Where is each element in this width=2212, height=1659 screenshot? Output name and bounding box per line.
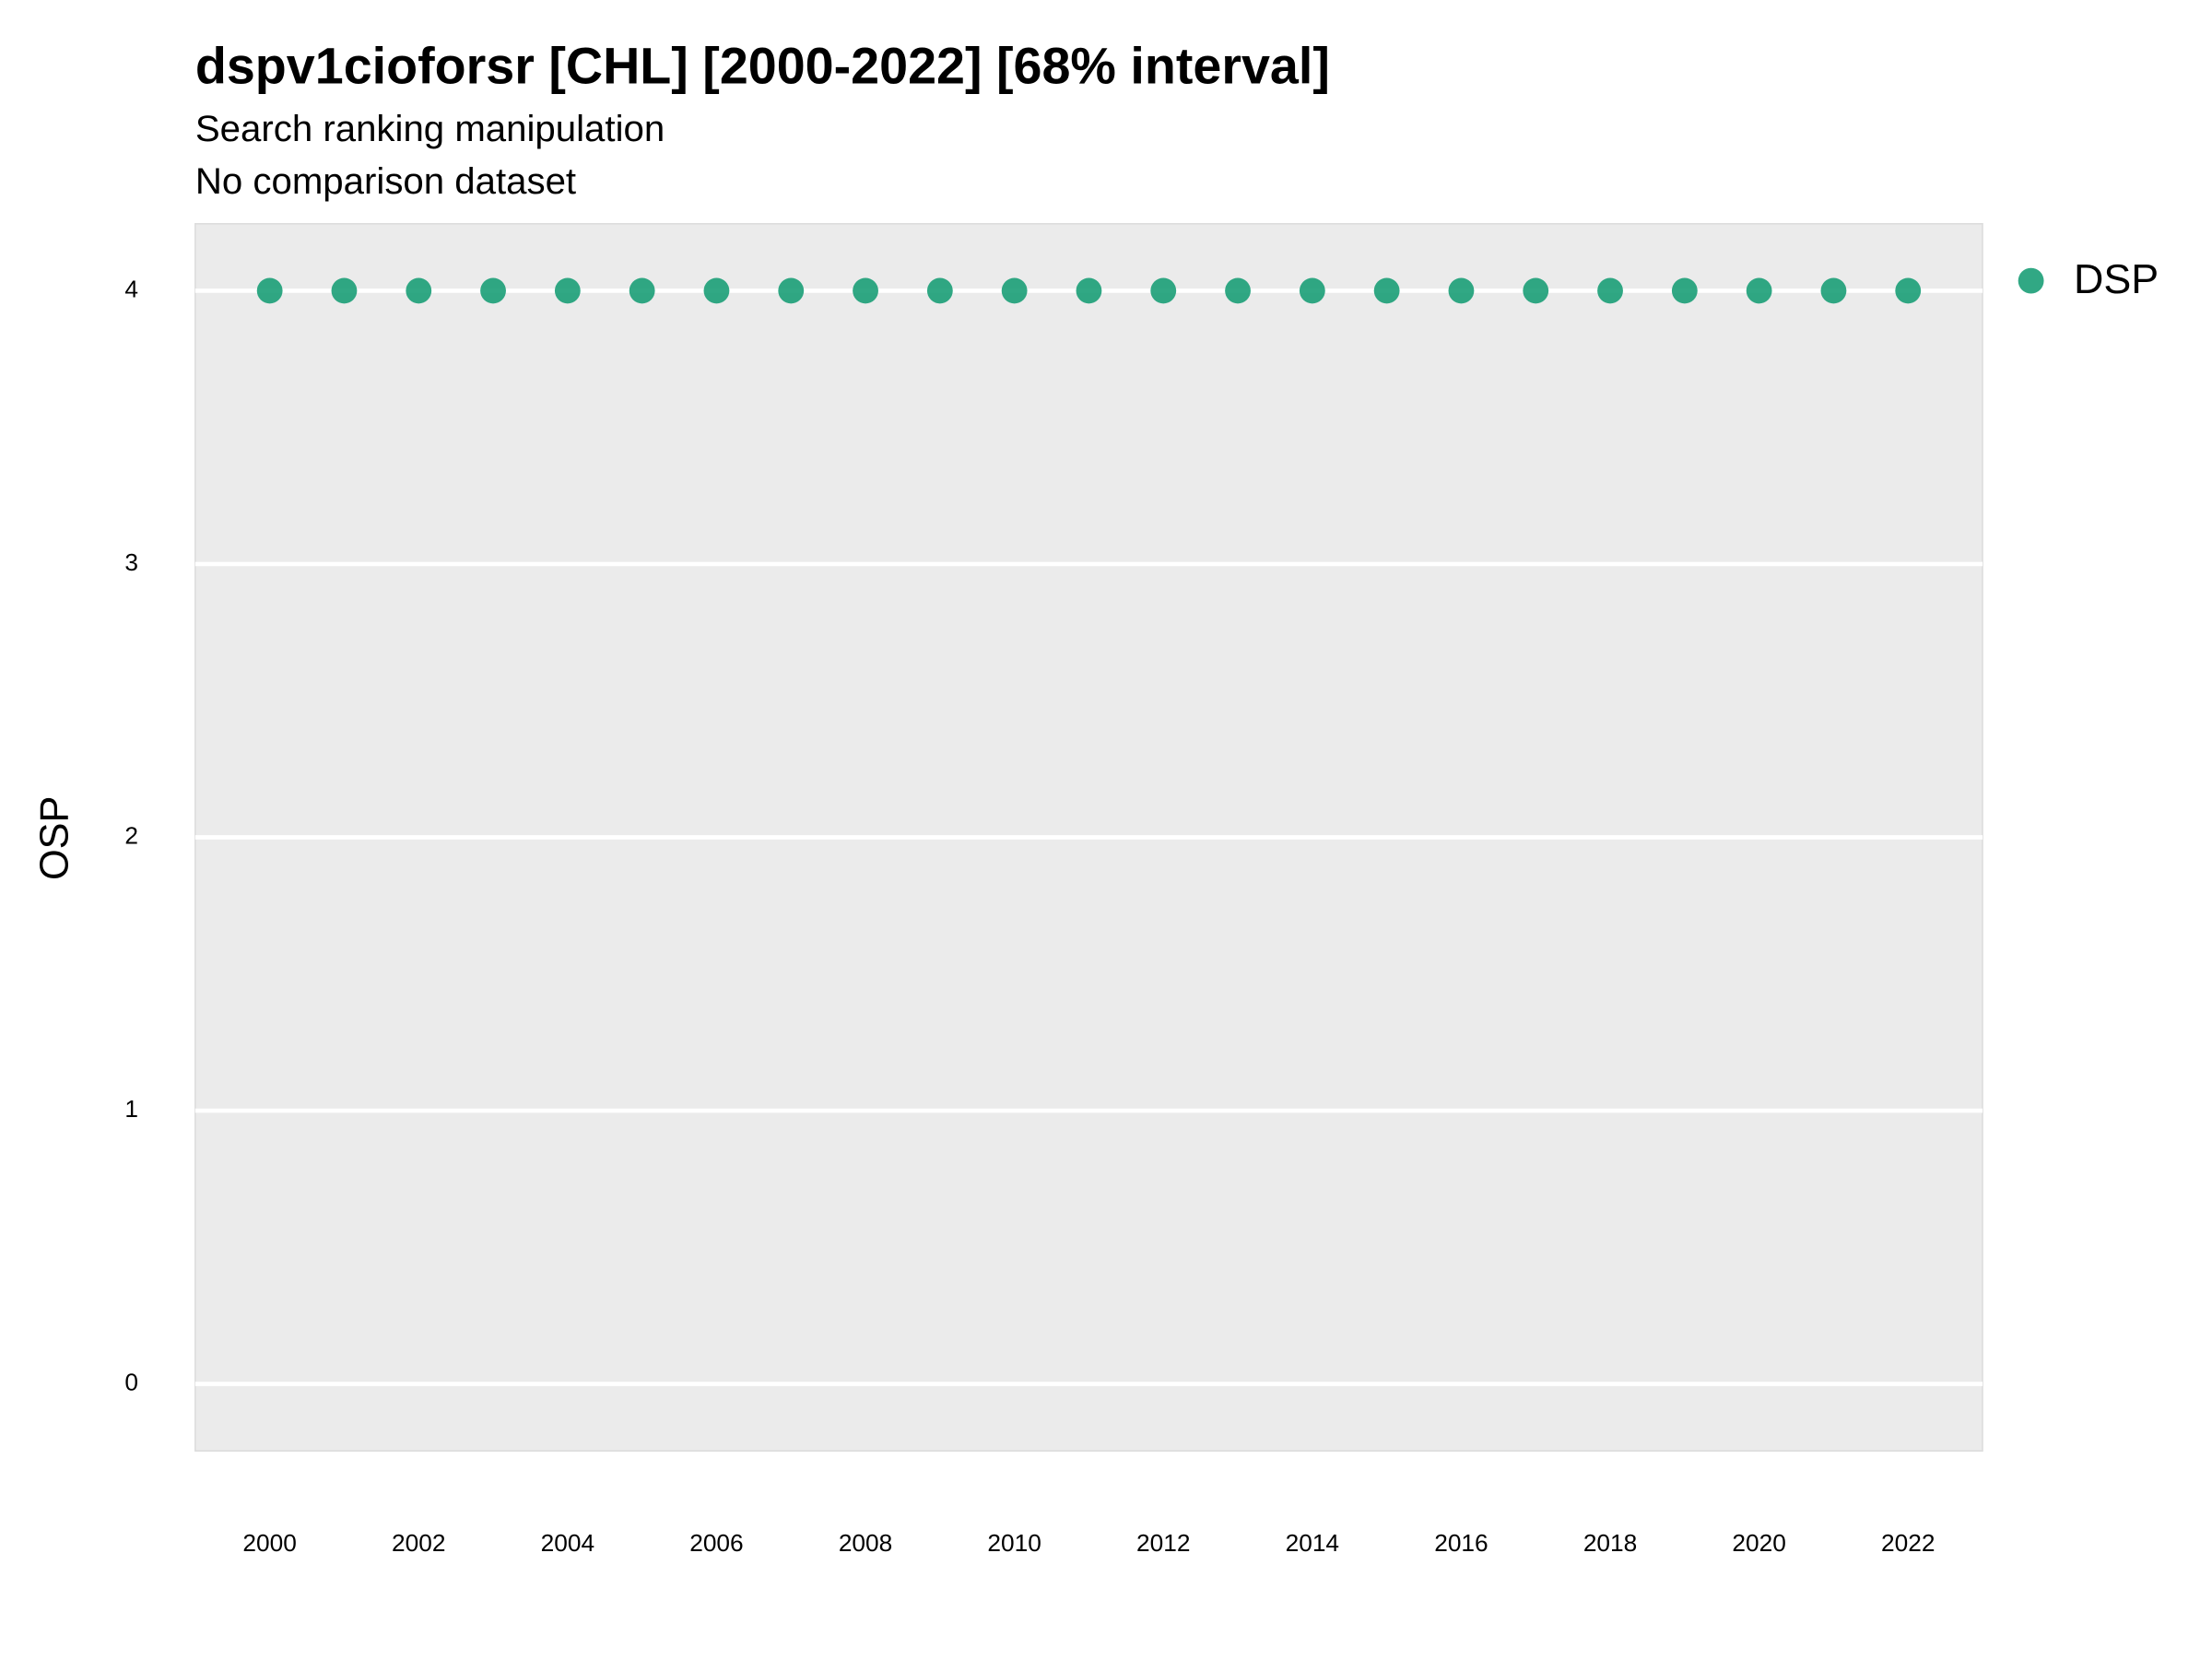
point: [1001, 277, 1028, 304]
point: [1746, 277, 1772, 304]
x-tick-label: 2022: [1881, 1529, 1935, 1557]
point: [406, 277, 432, 304]
x-tick-label: 2014: [1286, 1529, 1339, 1557]
x-tick-label: 2006: [689, 1529, 743, 1557]
x-tick-label: 2010: [987, 1529, 1041, 1557]
chart-subtitle: No comparison dataset: [195, 160, 576, 202]
point: [926, 277, 953, 304]
y-tick-label: 0: [124, 1369, 138, 1396]
point: [1820, 277, 1847, 304]
point: [1373, 277, 1400, 304]
point: [1895, 277, 1922, 304]
y-axis-label: OSP: [32, 796, 76, 880]
point: [1225, 277, 1251, 304]
point: [554, 277, 581, 304]
point: [853, 277, 878, 304]
legend-marker: [2018, 267, 2044, 294]
point: [629, 277, 655, 304]
point: [1076, 277, 1102, 304]
chart-subtitle: Search ranking manipulation: [195, 108, 665, 149]
point: [480, 277, 506, 304]
point: [256, 277, 283, 304]
y-tick-label: 4: [124, 275, 138, 302]
x-tick-label: 2018: [1583, 1529, 1637, 1557]
x-tick-label: 2008: [839, 1529, 892, 1557]
point: [1523, 277, 1549, 304]
x-tick-label: 2004: [541, 1529, 594, 1557]
x-tick-label: 2002: [392, 1529, 445, 1557]
x-tick-label: 2012: [1136, 1529, 1190, 1557]
y-tick-label: 3: [124, 548, 138, 576]
point: [1299, 277, 1325, 304]
point: [1150, 277, 1177, 304]
point: [331, 277, 358, 304]
point: [1597, 277, 1623, 304]
x-tick-label: 2000: [242, 1529, 296, 1557]
x-tick-label: 2016: [1434, 1529, 1488, 1557]
x-tick-label: 2020: [1732, 1529, 1785, 1557]
point: [703, 277, 730, 304]
y-tick-label: 1: [124, 1095, 138, 1123]
legend-label: DSP: [2074, 255, 2159, 302]
chart-title: dspv1cioforsr [CHL] [2000-2022] [68% int…: [195, 37, 1330, 94]
point: [1671, 277, 1698, 304]
y-tick-label: 2: [124, 821, 138, 849]
point: [1448, 277, 1475, 304]
point: [778, 277, 805, 304]
